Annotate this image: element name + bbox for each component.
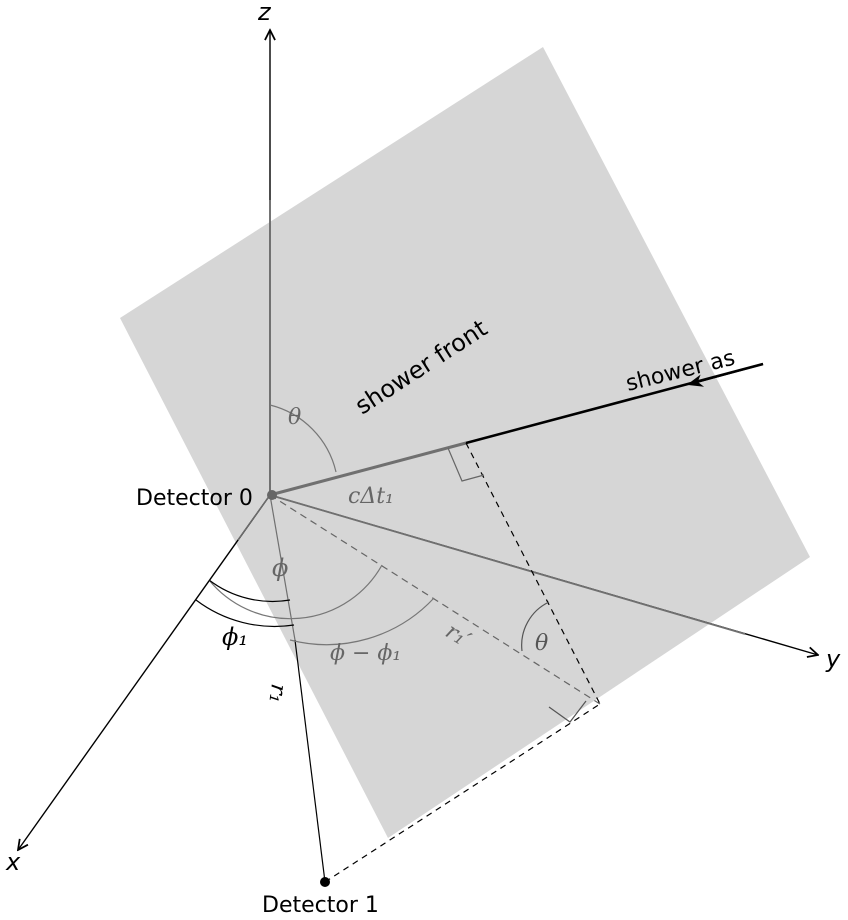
phi1-label: ϕ₁ — [222, 623, 248, 651]
right-angle-marker-upper — [447, 447, 485, 482]
z-axis-label: z — [257, 0, 272, 26]
theta-top-label: θ — [288, 405, 301, 430]
phi-minus-phi1-label: ϕ − ϕ₁ — [330, 641, 401, 666]
r1-prime-projection — [269, 494, 601, 705]
detector1-label: Detector 1 — [262, 893, 379, 918]
detector1-point — [320, 877, 330, 887]
theta-arc-top — [269, 404, 337, 473]
x-axis — [18, 494, 271, 850]
x-axis-label: x — [5, 848, 21, 876]
shower-axis-arrow — [686, 363, 764, 387]
r1-label: r₁ — [263, 682, 290, 705]
c-delta-t1-label: cΔt₁ — [348, 484, 394, 509]
phi-arc — [208, 564, 383, 620]
theta-arc-lower — [521, 601, 550, 652]
c-delta-t1-segment — [269, 441, 467, 497]
x-axis-on-plane — [237, 494, 271, 541]
detector0-label: Detector 0 — [136, 486, 253, 511]
r1-line-outer — [294, 639, 326, 883]
y-axis-on-plane — [269, 494, 746, 635]
r1-line-inner — [269, 494, 296, 641]
phi-minus-phi1-arc — [289, 597, 435, 646]
y-axis-label: y — [825, 645, 841, 673]
right-angle-marker-lower — [548, 700, 587, 723]
phi1-arc-inner — [195, 599, 295, 628]
phi1-arc-outer — [208, 579, 291, 603]
theta-lower-label: θ — [535, 631, 548, 656]
detector0-point — [267, 490, 277, 500]
phi-label: ϕ — [272, 554, 288, 582]
perpendicular-dashed-line — [465, 442, 601, 705]
